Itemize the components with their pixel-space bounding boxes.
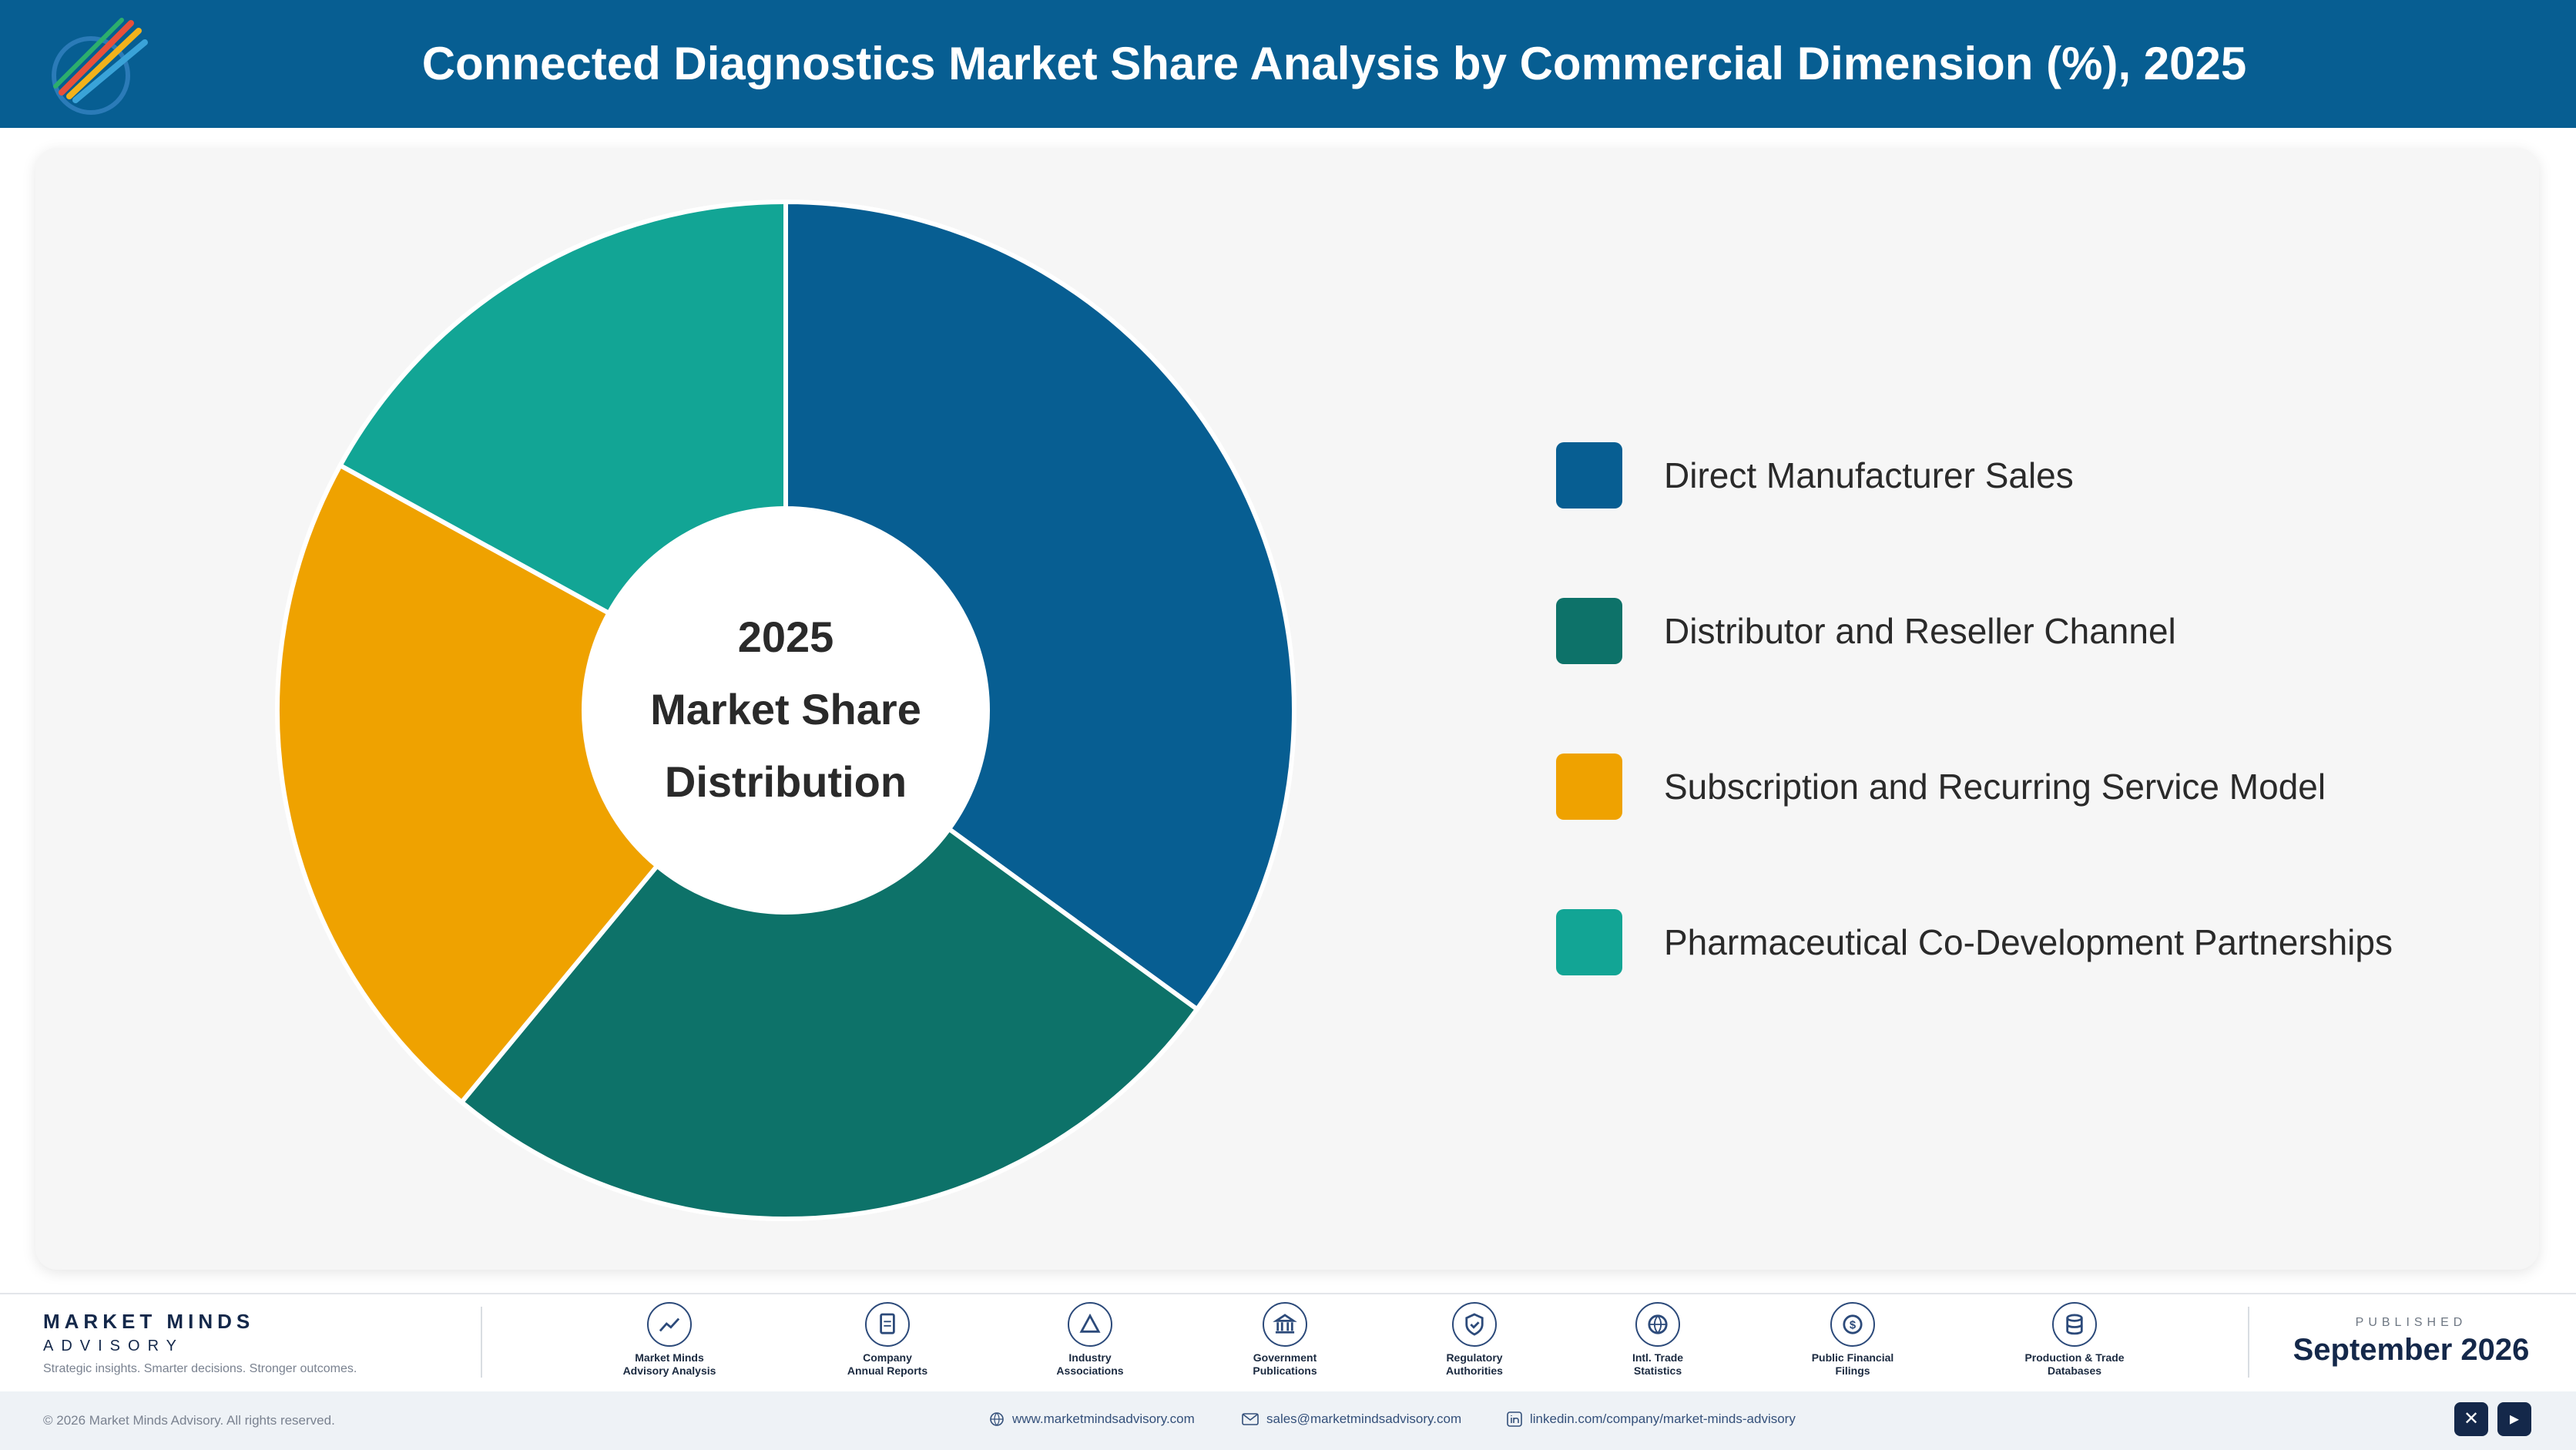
copyright-text: © 2026 Market Minds Advisory. All rights… (43, 1413, 335, 1428)
globe-icon (990, 1412, 1004, 1426)
youtube-icon[interactable]: ▸ (2497, 1402, 2531, 1436)
source-public-financial-filings: $ Public Financial Filings (1776, 1302, 1930, 1378)
svg-text:$: $ (1850, 1320, 1857, 1332)
footer-divider (481, 1307, 482, 1378)
page-title: Connected Diagnostics Market Share Analy… (421, 38, 2247, 89)
shield-check-icon (1452, 1302, 1497, 1347)
donut-hole (584, 509, 988, 912)
source-production-trade-databases: Production & Trade Databases (1997, 1302, 2152, 1378)
email-link[interactable]: sales@marketmindsadvisory.com (1242, 1411, 1461, 1427)
legend-swatch (1556, 598, 1622, 664)
source-company-reports: Company Annual Reports (810, 1302, 964, 1378)
mail-icon (1242, 1413, 1259, 1425)
legend-label: Subscription and Recurring Service Model (1664, 767, 2326, 807)
source-industry-associations: Industry Associations (1013, 1302, 1167, 1378)
document-icon (865, 1302, 910, 1347)
legend-swatch (1556, 754, 1622, 820)
globe-icon (1635, 1302, 1680, 1347)
linkedin-link[interactable]: linkedin.com/company/market-minds-adviso… (1507, 1411, 1796, 1427)
market-minds-logo (52, 18, 148, 115)
dollar-coin-icon: $ (1830, 1302, 1875, 1347)
footer-brand-tagline: Strategic insights. Smarter decisions. S… (43, 1362, 357, 1375)
x-icon[interactable]: ✕ (2454, 1402, 2488, 1436)
footer-divider (2248, 1307, 2249, 1378)
header-bar: Connected Diagnostics Market Share Analy… (0, 0, 2576, 128)
legend-label: Direct Manufacturer Sales (1664, 455, 2074, 495)
legend-item-direct-manufacturer-sales: Direct Manufacturer Sales (1556, 441, 2480, 510)
published-date: September 2026 (2293, 1333, 2530, 1367)
source-regulatory-authorities: Regulatory Authorities (1397, 1302, 1551, 1378)
source-intl-trade-statistics: Intl. Trade Statistics (1581, 1302, 1735, 1378)
donut-center-label: 2025 Market Share Distribution (616, 601, 955, 818)
center-label-line-1: 2025 (737, 613, 834, 661)
published-label: PUBLISHED (2355, 1316, 2467, 1329)
legend-swatch (1556, 442, 1622, 509)
footer-bottom-bar (0, 1391, 2576, 1450)
network-icon (1068, 1302, 1112, 1347)
government-building-icon (1263, 1302, 1307, 1347)
website-link[interactable]: www.marketmindsadvisory.com (989, 1411, 1195, 1427)
footer-brand-sub: ADVISORY (43, 1338, 184, 1354)
center-label-line-2: Market Share (650, 685, 921, 733)
center-label-line-3: Distribution (664, 757, 907, 806)
legend-label: Pharmaceutical Co-Development Partnershi… (1664, 922, 2393, 962)
legend-item-pharma-codevelopment: Pharmaceutical Co-Development Partnershi… (1556, 908, 2480, 977)
legend-item-distributor-reseller: Distributor and Reseller Channel (1556, 596, 2480, 666)
legend-swatch (1556, 909, 1622, 975)
legend-label: Distributor and Reseller Channel (1664, 611, 2176, 651)
source-market-minds-analysis: Market Minds Advisory Analysis (592, 1302, 746, 1378)
footer-brand-name: MARKET MINDS (43, 1310, 255, 1333)
legend-item-subscription-recurring: Subscription and Recurring Service Model (1556, 752, 2480, 821)
linkedin-icon (1507, 1411, 1522, 1427)
database-icon (2052, 1302, 2097, 1347)
trend-chart-icon (647, 1302, 692, 1347)
source-government-publications: Government Publications (1208, 1302, 1362, 1378)
